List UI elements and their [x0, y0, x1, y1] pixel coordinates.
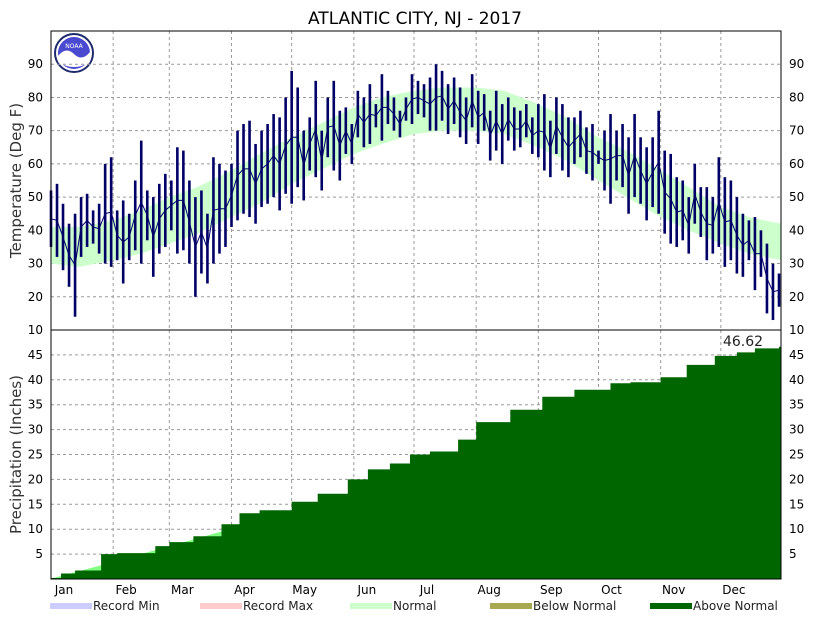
- y-tick-label-right: 60: [789, 157, 804, 171]
- cumulative-precipitation-area: [51, 346, 781, 579]
- chart-title: ATLANTIC CITY, NJ - 2017: [308, 9, 522, 29]
- y-tick-label-left: 10: [28, 323, 43, 337]
- y-tick-label-right: 20: [789, 472, 804, 486]
- x-tick-label: Jul: [419, 583, 434, 597]
- x-tick-label: Nov: [662, 583, 685, 597]
- y-tick-label-right: 80: [789, 90, 804, 104]
- x-tick-label: Jun: [356, 583, 376, 597]
- legend-swatch: [50, 603, 92, 609]
- y-tick-label-left: 45: [28, 348, 43, 362]
- x-tick-label: Jan: [54, 583, 74, 597]
- x-tick-label: Mar: [171, 583, 194, 597]
- y-tick-label-right: 10: [789, 323, 804, 337]
- y-tick-label-left: 25: [28, 448, 43, 462]
- y-tick-label-right: 25: [789, 448, 804, 462]
- y-tick-label-right: 30: [789, 423, 804, 437]
- y-tick-label-right: 20: [789, 290, 804, 304]
- y-tick-label-left: 40: [28, 223, 43, 237]
- total-precipitation-label: 46.62: [723, 334, 763, 350]
- x-tick-label: Sep: [540, 583, 563, 597]
- y-tick-label-right: 10: [789, 522, 804, 536]
- y-tick-label-left: 50: [28, 190, 43, 204]
- y-tick-label-right: 40: [789, 223, 804, 237]
- y-tick-label-right: 70: [789, 124, 804, 138]
- legend-swatch: [200, 603, 242, 609]
- y-tick-label-right: 15: [789, 497, 804, 511]
- y-tick-label-left: 60: [28, 157, 43, 171]
- noaa-logo-icon: NOAA: [54, 33, 94, 73]
- x-tick-label: Apr: [234, 583, 255, 597]
- y-tick-label-left: 80: [28, 90, 43, 104]
- y-tick-label-left: 5: [35, 547, 43, 561]
- x-tick-label: Oct: [601, 583, 622, 597]
- plot-frame: [50, 329, 782, 580]
- x-tick-label: Aug: [477, 583, 500, 597]
- temperature-panel: 10 10 20 20 30 30 40 40 50 50 60 60 70 70 80 80 90 90 Temp…: [7, 30, 804, 337]
- x-tick-label: Dec: [722, 583, 745, 597]
- y-tick-label-left: 40: [28, 373, 43, 387]
- y-tick-label-left: 70: [28, 124, 43, 138]
- y-axis-label: Temperature (Deg F): [7, 103, 25, 259]
- legend-label: Normal: [393, 599, 436, 613]
- y-tick-label-left: 20: [28, 290, 43, 304]
- y-tick-label-right: 90: [789, 57, 804, 71]
- y-tick-label-right: 40: [789, 373, 804, 387]
- x-tick-label: Feb: [116, 583, 137, 597]
- y-tick-label-right: 30: [789, 257, 804, 271]
- y-tick-label-left: 90: [28, 57, 43, 71]
- y-tick-label-left: 35: [28, 398, 43, 412]
- legend-swatch: [490, 603, 532, 609]
- noaa-logo-text: NOAA: [65, 43, 83, 50]
- y-tick-label-right: 45: [789, 348, 804, 362]
- x-tick-label: May: [292, 583, 317, 597]
- y-tick-label-right: 5: [789, 547, 797, 561]
- y-tick-label-left: 15: [28, 497, 43, 511]
- y-tick-label-left: 30: [28, 257, 43, 271]
- legend-label: Below Normal: [533, 599, 616, 613]
- y-tick-label-right: 35: [789, 398, 804, 412]
- y-axis-label: Precipitation (Inches): [7, 375, 25, 534]
- y-tick-label-left: 30: [28, 423, 43, 437]
- y-tick-label-left: 20: [28, 472, 43, 486]
- legend-swatch: [650, 603, 692, 609]
- legend-swatch: [350, 603, 392, 609]
- legend-label: Above Normal: [693, 599, 778, 613]
- y-tick-label-right: 50: [789, 190, 804, 204]
- legend-label: Record Max: [243, 599, 313, 613]
- daily-temperature-trace: [50, 95, 780, 293]
- legend-label: Record Min: [93, 599, 160, 613]
- legend: Record Min Record Max Normal Below Normal Ab…: [50, 599, 778, 613]
- y-tick-label-left: 10: [28, 522, 43, 536]
